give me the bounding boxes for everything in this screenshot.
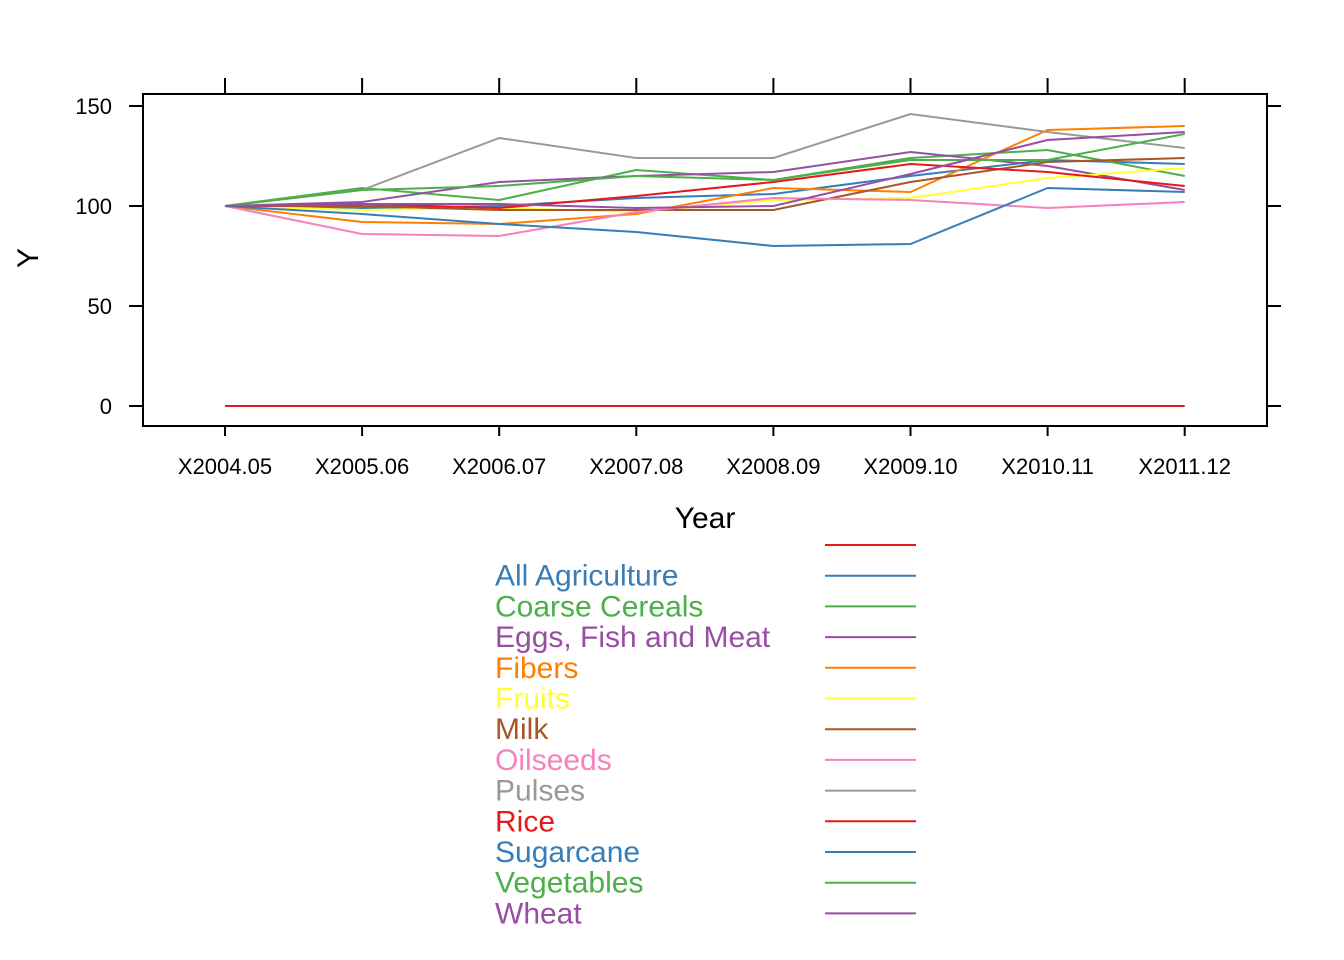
- x-tick-label: X2007.08: [589, 454, 683, 479]
- x-tick-label: X2004.05: [178, 454, 272, 479]
- legend-label: Sugarcane: [495, 836, 640, 869]
- y-tick-label: 150: [75, 94, 112, 119]
- x-tick-label: X2008.09: [726, 454, 820, 479]
- series-line-wheat: [224, 131, 1185, 210]
- legend-label: Fruits: [495, 683, 570, 716]
- axes: X2004.05 X2005.06 X2006.07 X2007.08 X2008.09…: [75, 78, 1281, 479]
- series-line-milk: [225, 157, 1185, 211]
- y-tick-label: 100: [75, 194, 112, 219]
- legend-label: Vegetables: [495, 867, 643, 900]
- legend-label: Wheat: [495, 897, 582, 930]
- series-line-vegetables: [224, 133, 1185, 207]
- x-tick-label: X2011.12: [1138, 454, 1231, 479]
- series-lines: [224, 112, 1185, 407]
- x-tick-label: X2006.07: [452, 454, 546, 479]
- legend-label: Pulses: [495, 775, 585, 808]
- x-tick-label: X2005.06: [315, 454, 409, 479]
- series-line-sugarcane: [224, 186, 1185, 248]
- legend-label: Coarse Cereals: [495, 590, 703, 623]
- y-tick-label: 0: [100, 394, 112, 419]
- series-line-oilseeds: [224, 196, 1185, 238]
- x-tick-label: X2009.10: [863, 454, 957, 479]
- y-axis-title: Y: [12, 248, 45, 268]
- x-axis-title: Year: [675, 502, 736, 535]
- legend-label: Eggs, Fish and Meat: [495, 621, 771, 654]
- series-line-fibers: [224, 125, 1185, 226]
- legend-label: Fibers: [495, 652, 578, 685]
- legend-label: Milk: [495, 713, 549, 746]
- series-line-eggs-fish-and-meat: [224, 150, 1185, 207]
- legend-label: Rice: [495, 805, 555, 838]
- x-tick-label: X2010.11: [1001, 454, 1094, 479]
- legend-label: Oilseeds: [495, 744, 612, 777]
- plot-frame: [142, 93, 1268, 427]
- y-tick-label: 50: [88, 294, 112, 319]
- legend-label: All Agriculture: [495, 560, 678, 593]
- series-line-pulses: [224, 112, 1185, 207]
